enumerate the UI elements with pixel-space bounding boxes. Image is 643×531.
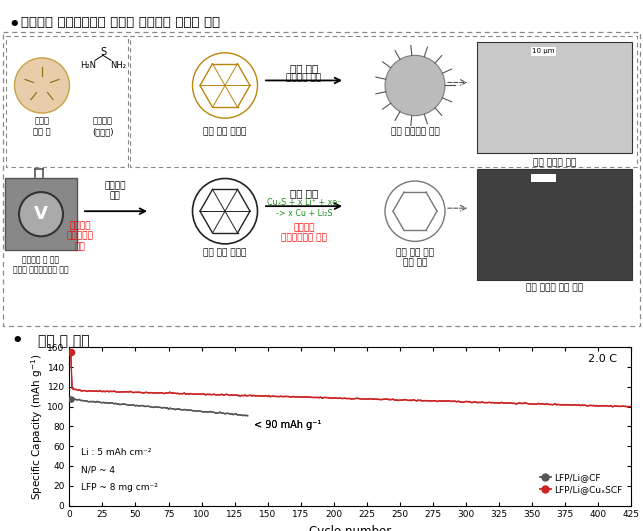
Text: 리튬 전착: 리튬 전착 (290, 188, 318, 198)
Text: 기존 구리 집전체: 기존 구리 집전체 (203, 128, 247, 136)
Text: 완전 셀 성능: 완전 셀 성능 (37, 334, 89, 348)
Text: 표면 처리 리튬
금속 음극: 표면 처리 리튬 금속 음극 (396, 249, 434, 268)
Text: < 90 mAh g⁻¹: < 90 mAh g⁻¹ (255, 421, 322, 430)
Bar (477, 169, 632, 280)
Text: 10 μm: 10 μm (532, 48, 555, 54)
Text: Li : 5 mAh cm⁻²: Li : 5 mAh cm⁻² (80, 448, 151, 457)
Y-axis label: Specific Capacity (mAh g$^{-1}$): Specific Capacity (mAh g$^{-1}$) (29, 353, 44, 500)
Text: 친리튬성
구리황화물
형성: 친리튬성 구리황화물 형성 (67, 221, 93, 251)
X-axis label: Cycle number: Cycle number (309, 525, 391, 531)
Legend: LFP/Li@CF, LFP/Li@CuₓSCF: LFP/Li@CF, LFP/Li@CuₓSCF (536, 470, 626, 498)
Text: 반리튬성 특성: 반리튬성 특성 (286, 73, 322, 82)
Ellipse shape (385, 55, 445, 116)
Text: 표면 처리 집전체: 표면 처리 집전체 (203, 249, 247, 258)
Text: V: V (34, 205, 48, 223)
Text: NH₂: NH₂ (110, 62, 126, 70)
Text: 10 μm: 10 μm (532, 175, 555, 181)
Bar (477, 42, 632, 153)
Text: 티오요소
(첨가제): 티오요소 (첨가제) (92, 117, 114, 136)
Text: 리튬 수지상 성장: 리튬 수지상 성장 (533, 158, 577, 167)
Text: N/P ~ 4: N/P ~ 4 (80, 465, 114, 474)
Text: •: • (8, 16, 20, 34)
Text: CuₓS + x Li⁺ + xe⁻: CuₓS + x Li⁺ + xe⁻ (267, 198, 341, 207)
Text: H₂N: H₂N (80, 62, 96, 70)
Bar (130, 36, 637, 167)
Point (66, 348, 76, 356)
Text: 다공성
구리 폼: 다공성 구리 폼 (33, 117, 51, 136)
Text: 전기화학
신호: 전기화학 신호 (104, 181, 126, 200)
Text: < 90 mAh g⁻¹: < 90 mAh g⁻¹ (255, 421, 322, 430)
Text: 전기화학 셀 내부
실시간 전기화학처리 공정: 전기화학 셀 내부 실시간 전기화학처리 공정 (14, 255, 69, 275)
Text: LFP ~ 8 mg cm⁻²: LFP ~ 8 mg cm⁻² (80, 483, 158, 492)
Text: 기존 리튬금속 음극: 기존 리튬금속 음극 (391, 128, 439, 136)
Text: •: • (12, 332, 23, 350)
Text: 친리튬성
구리황화물층 변환: 친리튬성 구리황화물층 변환 (281, 223, 327, 243)
Text: 리튬 수지상 성장 억제: 리튬 수지상 성장 억제 (527, 284, 583, 293)
Text: S: S (100, 47, 106, 57)
Ellipse shape (15, 58, 69, 113)
Text: -> x Cu + Li₂S: -> x Cu + Li₂S (276, 209, 332, 218)
Text: 전기화학 표면처리법을 이용한 리튬음극 제작법 개발: 전기화학 표면처리법을 이용한 리튬음극 제작법 개발 (21, 16, 220, 29)
FancyBboxPatch shape (5, 178, 77, 251)
Bar (3, 32, 640, 326)
Circle shape (19, 192, 63, 236)
Text: 2.0 C: 2.0 C (588, 354, 617, 364)
Bar (6, 36, 128, 167)
Point (66, 395, 76, 403)
Text: 리튬 전착: 리튬 전착 (290, 63, 318, 73)
